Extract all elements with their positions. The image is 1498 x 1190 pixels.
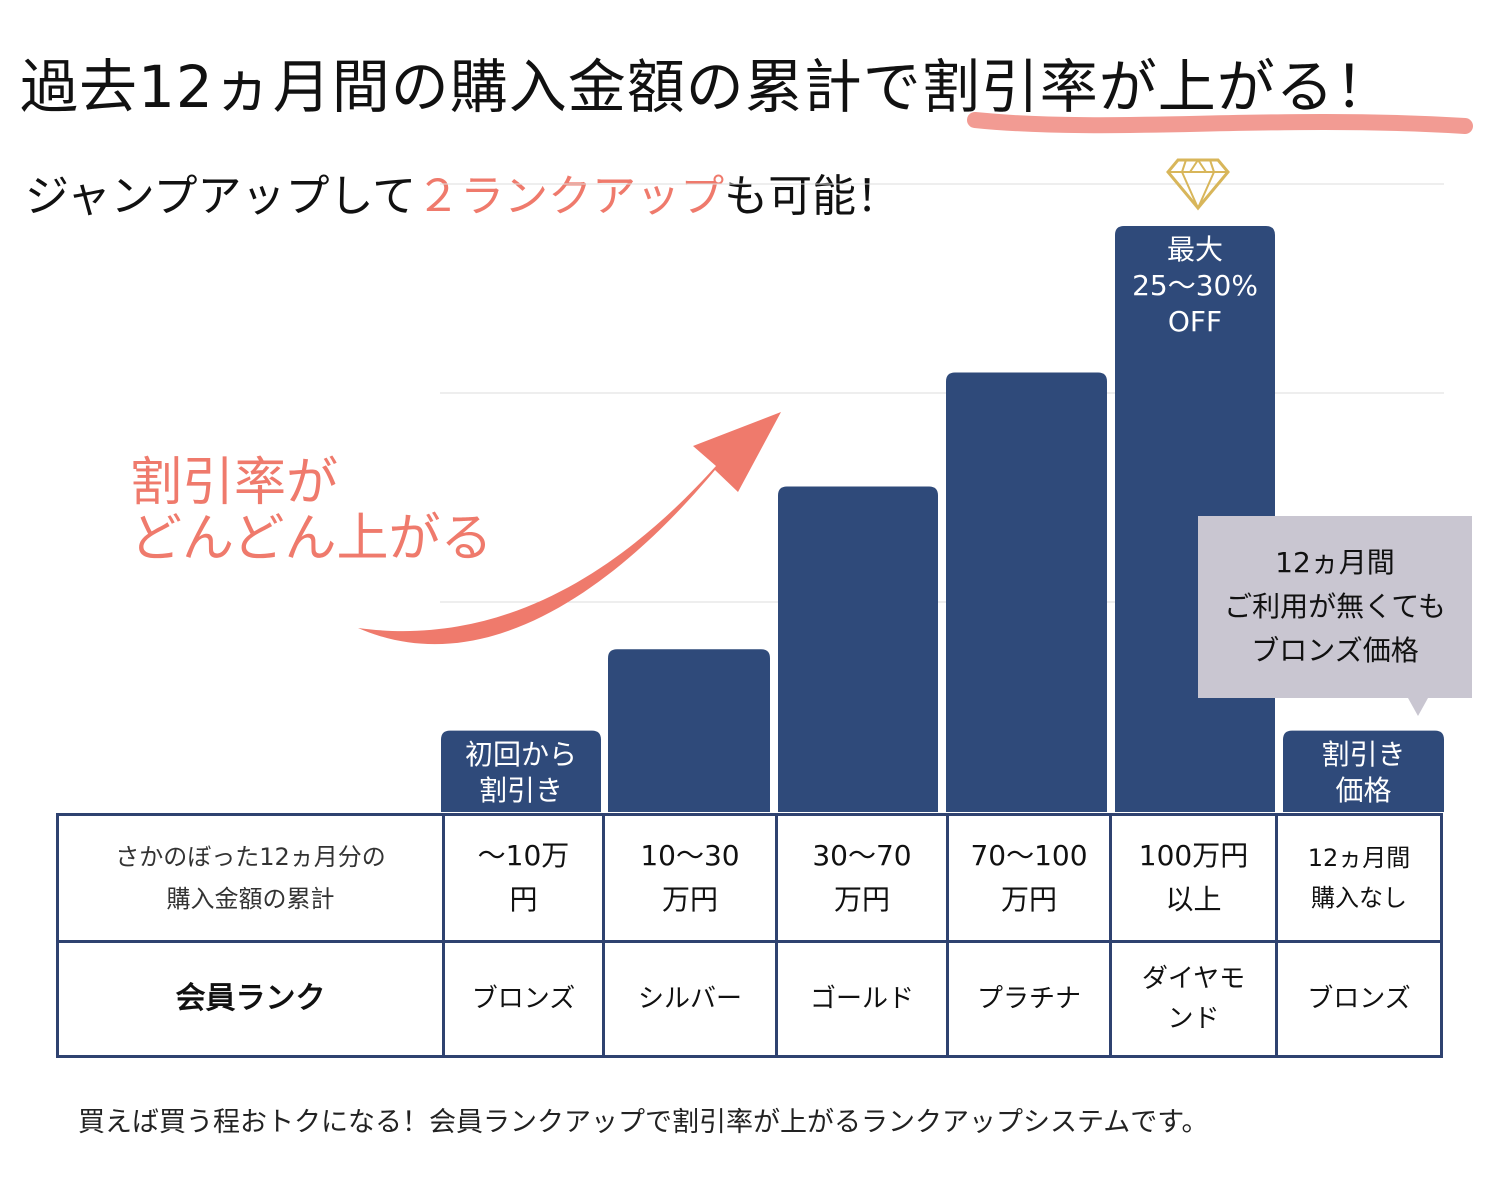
table-row-purchase-total: さかのぼった12ヵ月分の 購入金額の累計 〜10万円 10〜30 万円 30〜70… (56, 813, 1443, 943)
bar-label-line: 最大 (1166, 233, 1223, 266)
diamond-icon (1166, 158, 1230, 211)
row-header-line-2: 購入金額の累計 (166, 885, 335, 913)
amount-line-2: 購入なし (1311, 884, 1407, 912)
rank-cell-diamond: ダイヤモ ンド (1109, 940, 1278, 1058)
bar-silver (608, 649, 770, 812)
amount-line-1: 100万円 (1138, 839, 1249, 872)
amount-cell-platinum: 70〜100 万円 (946, 813, 1112, 943)
subtitle-post: も可能！ (724, 171, 901, 222)
amount-line-1: 70〜100 (970, 839, 1088, 872)
amount-line-2: 円 (509, 883, 538, 916)
rising-arrow-icon (358, 412, 781, 645)
bar-bronze-no-purchase (1283, 730, 1444, 812)
no-purchase-tooltip: 12ヵ月間 ご利用が無くても ブロンズ価格 (1198, 516, 1472, 698)
callout-line-1: 割引率が (130, 453, 339, 513)
tooltip-tail (1408, 698, 1428, 716)
amount-cell-silver: 10〜30 万円 (602, 813, 778, 943)
callout-text: 割引率が どんどん上がる (130, 455, 492, 567)
amount-line-1: 〜10万 (477, 839, 570, 872)
bar-platinum (946, 372, 1107, 812)
amount-line-2: 以上 (1165, 883, 1222, 916)
row-header-member-rank: 会員ランク (56, 940, 445, 1058)
footer-note: 買えば買う程おトクになる！会員ランクアップで割引率が上がるランクアップシステムで… (78, 1107, 1209, 1138)
table-row-member-rank: 会員ランク ブロンズ シルバー ゴールド プラチナ ダイヤモンド ブロンズ (56, 940, 1443, 1058)
rank-line-1: ダイヤモ (1141, 964, 1246, 994)
title-underline-brush (967, 112, 1473, 134)
rank-table: さかのぼった12ヵ月分の 購入金額の累計 〜10万円 10〜30 万円 30〜70… (56, 813, 1443, 1058)
amount-cell-no-purchase: 12ヵ月間購入なし (1275, 813, 1443, 943)
bar-label-line: 割引き (478, 773, 563, 807)
rank-cell-gold: ゴールド (775, 940, 949, 1058)
amount-line-1: 12ヵ月間 (1307, 844, 1411, 872)
callout-line-2: どんどん上がる (130, 509, 493, 569)
bar-label-line: 25〜30% (1132, 269, 1258, 302)
rank-cell-silver: シルバー (602, 940, 778, 1058)
brush-stroke (967, 112, 1473, 134)
row-header-purchase-total: さかのぼった12ヵ月分の 購入金額の累計 (56, 813, 445, 943)
bar-bronze-label: 初回から 割引き (441, 737, 601, 809)
rank-line-2: ンド (1167, 1004, 1220, 1034)
bar-bronze (441, 730, 601, 812)
amount-line-2: 万円 (833, 883, 890, 916)
amount-line-1: 10〜30 (640, 839, 740, 872)
amount-line-1: 30〜70 (812, 839, 912, 872)
amount-line-2: 万円 (661, 883, 718, 916)
amount-cell-bronze: 〜10万円 (442, 813, 605, 943)
row-header-line-1: さかのぼった12ヵ月分の (115, 843, 386, 871)
bar-diamond-label: 最大 25〜30% OFF (1115, 232, 1275, 340)
rank-cell-platinum: プラチナ (946, 940, 1112, 1058)
rank-cell-bronze-no-purchase: ブロンズ (1275, 940, 1443, 1058)
bar-label-line: 初回から (464, 737, 577, 771)
tooltip-line-2: ご利用が無くても (1224, 590, 1446, 623)
rank-cell-bronze: ブロンズ (442, 940, 605, 1058)
amount-cell-diamond: 100万円以上 (1109, 813, 1278, 943)
subtitle: ジャンプアップして２ランクアップも可能！ (25, 160, 900, 224)
amount-line-2: 万円 (1000, 883, 1057, 916)
bar-gold (778, 486, 938, 812)
tooltip-line-3: ブロンズ価格 (1251, 634, 1419, 667)
tooltip-line-1: 12ヵ月間 (1275, 546, 1395, 579)
bar-bronze-no-purchase-label: 割引き 価格 (1283, 737, 1444, 809)
amount-cell-gold: 30〜70 万円 (775, 813, 949, 943)
bar-label-line: 割引き (1321, 737, 1406, 771)
subtitle-highlight: ２ランクアップ (416, 171, 725, 222)
bar-label-line: 価格 (1335, 773, 1392, 807)
subtitle-pre: ジャンプアップして (25, 171, 417, 222)
page-title: 過去12ヵ月間の購入金額の累計で割引率が上がる！ (20, 53, 1394, 121)
bar-label-line: OFF (1167, 305, 1223, 338)
